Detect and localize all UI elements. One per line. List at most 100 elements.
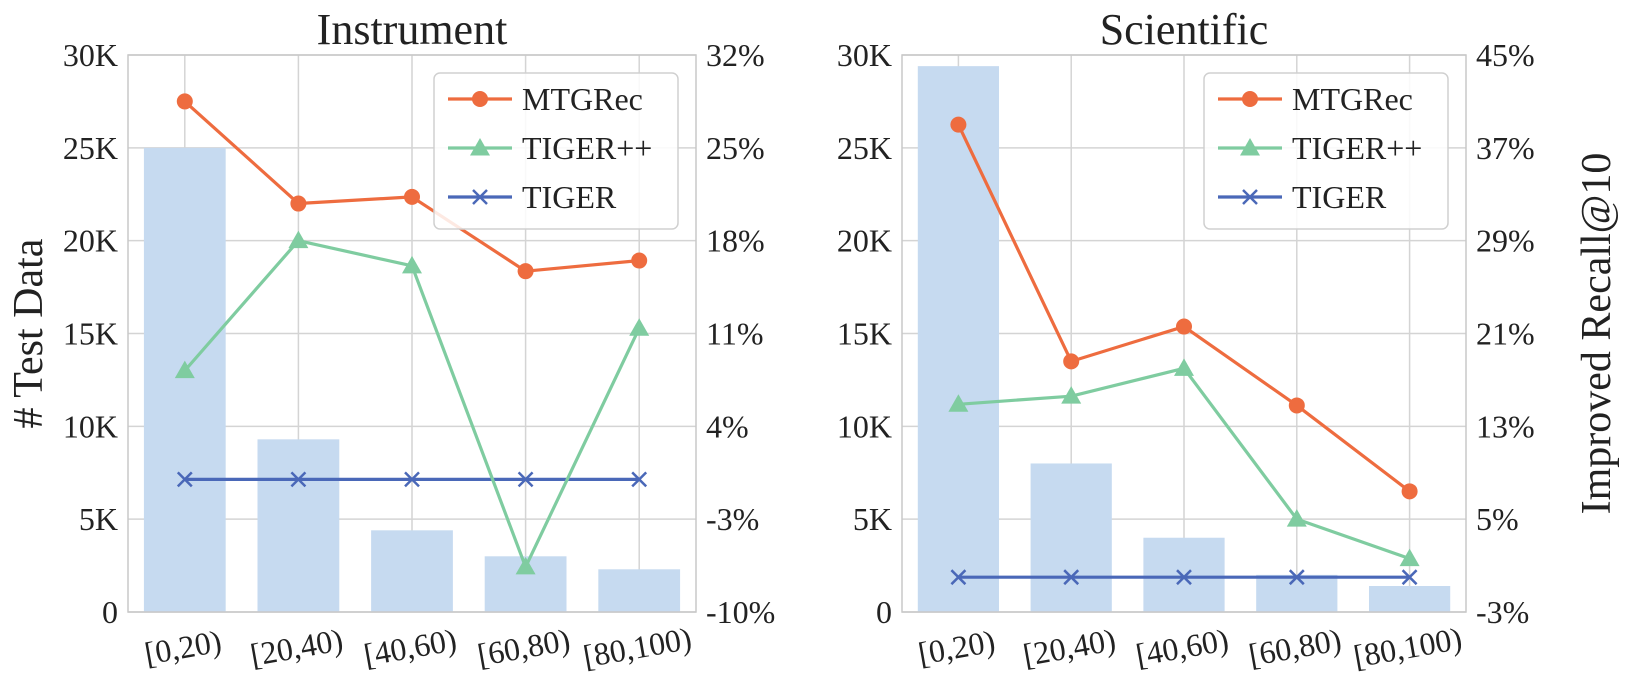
point-[20,40) — [290, 195, 307, 212]
panel-title: Scientific — [1100, 5, 1269, 54]
panel-title: Instrument — [317, 5, 508, 54]
legend: MTGRec TIGER++ TIGER — [433, 72, 679, 230]
legend-marker — [1240, 138, 1260, 156]
x-tick-label: [0,20) — [915, 623, 997, 672]
point-[80,100) — [1399, 548, 1420, 567]
bar-[80,100) — [1368, 586, 1451, 612]
legend-item-tigerplusplus: TIGER++ — [448, 130, 652, 166]
point-[60,80) — [517, 471, 534, 488]
x-stroke — [1288, 569, 1305, 586]
legend-box — [1203, 72, 1449, 230]
x-tick-label: [40,60) — [361, 621, 459, 673]
legend-label: TIGER++ — [1292, 130, 1422, 166]
point-[40,60) — [404, 188, 420, 205]
y2-tick-label: 4% — [706, 408, 749, 444]
y2-tick-label: -3% — [1476, 594, 1529, 630]
y2-tick-label: 45% — [1476, 37, 1535, 73]
legend-label: TIGER++ — [522, 130, 652, 166]
legend-item-mtgrec: MTGRec — [448, 81, 643, 117]
y-tick-label: 30K — [63, 37, 118, 73]
x-tick-label: [60,80) — [1246, 621, 1344, 673]
legend-marker — [472, 91, 488, 107]
y-tick-label: 5K — [853, 501, 892, 537]
x-stroke — [1176, 569, 1192, 586]
y2-tick-label: 11% — [706, 316, 763, 352]
x-stroke — [1242, 189, 1258, 205]
x-tick-label: [80,100) — [580, 620, 694, 674]
y-tick-label: 15K — [63, 316, 118, 352]
legend-item-tigerplusplus: TIGER++ — [1218, 130, 1422, 166]
legend-marker — [1242, 189, 1258, 205]
y-tick-label: 10K — [837, 408, 892, 444]
panel-instrument: 0 5K 10K 15K 20K 25K 30K -10% -3% 4% 11% 18% 25% 32% [… — [6, 5, 775, 674]
y-tick-label: 25K — [837, 130, 892, 166]
y-tick-label: 15K — [837, 316, 892, 352]
series-mtgrec — [950, 116, 1418, 500]
point-[20,40) — [1063, 569, 1080, 586]
point-[0,20) — [950, 116, 967, 133]
x-tick-label: [60,80) — [475, 621, 573, 673]
bar-[40,60) — [371, 530, 453, 612]
legend-item-mtgrec: MTGRec — [1218, 81, 1413, 117]
legend-label: TIGER — [1292, 179, 1387, 215]
y2-axis-label: Improved Recall@10 — [1574, 153, 1620, 515]
series-tiger — [950, 569, 1418, 586]
y2-tick-label: -3% — [706, 501, 759, 537]
y-axis-label: # Test Data — [6, 238, 52, 428]
series-tigerplusplus — [948, 358, 1420, 567]
point-[0,20) — [176, 471, 193, 488]
point-[80,100) — [631, 471, 648, 488]
x-tick-label: [20,40) — [1020, 621, 1118, 673]
x-tick-label: [40,60) — [1133, 621, 1231, 673]
y-tick-label: 10K — [63, 408, 118, 444]
series-mtgrec — [176, 93, 648, 280]
point-[0,20) — [176, 93, 193, 110]
y2-tick-label: 29% — [1476, 223, 1535, 259]
bar-[20,40) — [1030, 463, 1112, 612]
series-tigerplusplus — [174, 230, 650, 575]
plot-frame — [127, 54, 697, 613]
bar-[60,80) — [1256, 574, 1338, 612]
legend: MTGRec TIGER++ TIGER — [1203, 72, 1449, 230]
x-stroke — [176, 471, 193, 488]
x-stroke — [1401, 569, 1418, 586]
point-[60,80) — [517, 263, 534, 280]
y2-tick-label: 18% — [706, 223, 765, 259]
point-[20,40) — [1063, 353, 1080, 370]
series-tiger — [176, 471, 648, 488]
y-tick-label: 5K — [79, 501, 118, 537]
x-tick-label: [0,20) — [142, 623, 224, 672]
bar-[20,40) — [257, 439, 340, 612]
legend-marker — [1242, 91, 1258, 107]
point-[60,80) — [1286, 509, 1307, 527]
x-tick-label: [80,100) — [1351, 620, 1465, 674]
x-stroke — [472, 189, 488, 205]
point-[40,60) — [404, 471, 420, 488]
point-[60,80) — [1288, 397, 1305, 414]
point-[0,20) — [948, 394, 969, 412]
y2-tick-label: 13% — [1476, 408, 1535, 444]
y2-tick-label: 32% — [706, 37, 765, 73]
point-[0,20) — [174, 360, 195, 379]
point-[0,20) — [950, 569, 967, 586]
bar-[0,20) — [917, 66, 1000, 612]
legend-marker — [472, 189, 488, 205]
point-[80,100) — [631, 252, 648, 269]
y-tick-label: 0 — [876, 594, 892, 630]
legend-label: MTGRec — [1292, 81, 1413, 117]
point-[20,40) — [290, 471, 307, 488]
legend-item-tiger: TIGER — [448, 179, 617, 215]
y2-tick-label: 25% — [706, 130, 765, 166]
y-tick-label: 20K — [837, 223, 892, 259]
legend-item-tiger: TIGER — [1218, 179, 1387, 215]
point-[20,40) — [1061, 386, 1082, 404]
x-stroke — [631, 471, 648, 488]
y2-tick-label: 21% — [1476, 316, 1535, 352]
y-tick-label: 25K — [63, 130, 118, 166]
point-[40,60) — [402, 255, 422, 274]
x-stroke — [290, 471, 307, 488]
legend-label: MTGRec — [522, 81, 643, 117]
plot-frame — [901, 54, 1467, 613]
point-[20,40) — [288, 230, 309, 249]
